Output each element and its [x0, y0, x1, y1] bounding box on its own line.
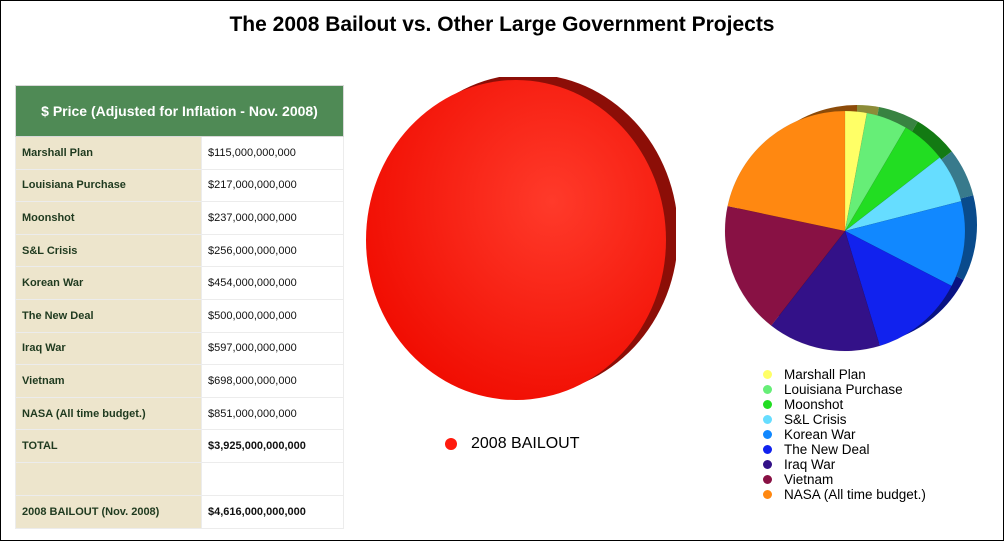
projects-legend: Marshall Plan Louisiana Purchase Moonshot S… — [763, 367, 926, 502]
row-label: S&L Crisis — [15, 233, 202, 268]
legend-dot — [763, 475, 772, 484]
table-row: The New Deal $500,000,000,000 — [15, 298, 344, 333]
legend-item: Moonshot — [763, 397, 926, 412]
spacer-cell — [201, 461, 344, 496]
row-label: Iraq War — [15, 331, 202, 366]
row-value: $237,000,000,000 — [201, 201, 344, 235]
legend-item: Iraq War — [763, 457, 926, 472]
table-header: $ Price (Adjusted for Inflation - Nov. 2… — [15, 85, 344, 137]
legend-item: The New Deal — [763, 442, 926, 457]
row-label: NASA (All time budget.) — [15, 396, 202, 431]
slice-vietnam — [724, 205, 846, 327]
legend-label: Moonshot — [784, 397, 844, 412]
slice-korean-war — [844, 200, 966, 287]
legend-label: NASA (All time budget.) — [784, 487, 926, 502]
row-value: $597,000,000,000 — [201, 331, 344, 366]
legend-dot — [763, 430, 772, 439]
table-row: S&L Crisis $256,000,000,000 — [15, 233, 344, 268]
total-value: $3,925,000,000,000 — [201, 429, 344, 463]
table-row: Iraq War $597,000,000,000 — [15, 331, 344, 366]
row-value: $698,000,000,000 — [201, 364, 344, 398]
row-label: Korean War — [15, 266, 202, 300]
row-label: Louisiana Purchase — [15, 168, 202, 203]
legend-dot — [763, 445, 772, 454]
row-label: The New Deal — [15, 298, 202, 333]
slice-marshall-plan — [844, 110, 868, 232]
table-row: Marshall Plan $115,000,000,000 — [15, 136, 344, 170]
table-row: Moonshot $237,000,000,000 — [15, 201, 344, 235]
legend-label-bailout: 2008 BAILOUT — [471, 435, 580, 452]
legend-dot-bailout — [445, 438, 457, 450]
row-value: $454,000,000,000 — [201, 266, 344, 300]
row-label: Vietnam — [15, 364, 202, 398]
legend-item: S&L Crisis — [763, 412, 926, 427]
legend-label: Iraq War — [784, 457, 836, 472]
row-value: $500,000,000,000 — [201, 298, 344, 333]
slice-iraq-war — [770, 230, 881, 352]
bailout-row: 2008 BAILOUT (Nov. 2008) $4,616,000,000,0… — [15, 494, 344, 529]
total-row: TOTAL $3,925,000,000,000 — [15, 429, 344, 463]
bailout-label: 2008 BAILOUT (Nov. 2008) — [15, 494, 202, 529]
chart-title: The 2008 Bailout vs. Other Large Governm… — [229, 13, 775, 36]
slice-the-new-deal — [844, 230, 953, 347]
legend-label: Louisiana Purchase — [784, 382, 903, 397]
legend-dot — [763, 370, 772, 379]
table-row: Korean War $454,000,000,000 — [15, 266, 344, 300]
legend-dot — [763, 460, 772, 469]
legend-label: Korean War — [784, 427, 856, 442]
legend-label: Marshall Plan — [784, 367, 866, 382]
row-label: Moonshot — [15, 201, 202, 235]
row-value: $851,000,000,000 — [201, 396, 344, 431]
legend-item: Louisiana Purchase — [763, 382, 926, 397]
legend-dot — [763, 490, 772, 499]
bailout-legend: 2008 BAILOUT — [445, 435, 580, 453]
projects-pie-chart — [724, 105, 978, 352]
price-table: $ Price (Adjusted for Inflation - Nov. 2… — [15, 85, 344, 529]
row-value: $115,000,000,000 — [201, 136, 344, 170]
row-value: $217,000,000,000 — [201, 168, 344, 203]
legend-item: Korean War — [763, 427, 926, 442]
total-label: TOTAL — [15, 429, 202, 463]
bailout-pie-chart — [366, 77, 676, 400]
row-label: Marshall Plan — [15, 136, 202, 170]
legend-label: Vietnam — [784, 472, 834, 487]
slice-moonshot — [844, 127, 941, 232]
legend-label: The New Deal — [784, 442, 870, 457]
spacer-row — [15, 461, 344, 496]
legend-dot — [763, 400, 772, 409]
legend-item: Marshall Plan — [763, 367, 926, 382]
bailout-value: $4,616,000,000,000 — [201, 494, 344, 529]
slice-2008-bailout — [366, 80, 666, 400]
row-value: $256,000,000,000 — [201, 233, 344, 268]
spacer-cell — [15, 461, 202, 496]
legend-dot — [763, 385, 772, 394]
slice-s-l-crisis — [844, 157, 962, 232]
legend-label: S&L Crisis — [784, 412, 847, 427]
legend-dot — [763, 415, 772, 424]
table-row: Vietnam $698,000,000,000 — [15, 364, 344, 398]
legend-item: Vietnam — [763, 472, 926, 487]
table-row: Louisiana Purchase $217,000,000,000 — [15, 168, 344, 203]
slice-louisiana-purchase — [844, 112, 907, 232]
legend-item: NASA (All time budget.) — [763, 487, 926, 502]
slice-nasa-all-time-budget — [727, 110, 846, 232]
table-row: NASA (All time budget.) $851,000,000,000 — [15, 396, 344, 431]
